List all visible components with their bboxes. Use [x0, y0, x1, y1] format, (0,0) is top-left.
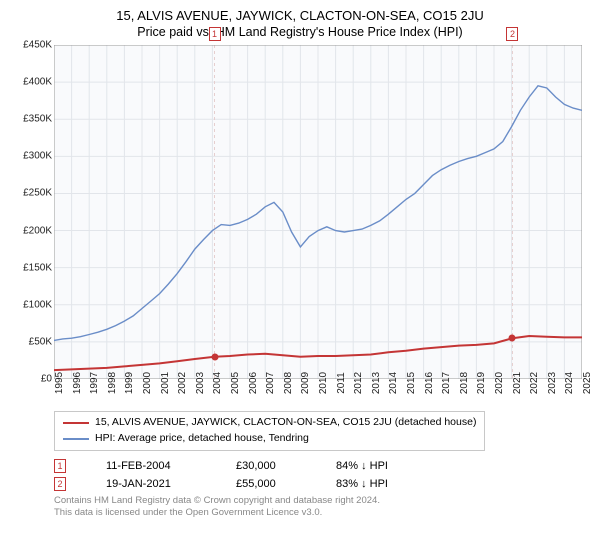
page-title: 15, ALVIS AVENUE, JAYWICK, CLACTON-ON-SE… — [18, 8, 582, 23]
event-diff: 84% ↓ HPI — [336, 460, 388, 472]
footer-credits: Contains HM Land Registry data © Crown c… — [54, 495, 582, 520]
event-date: 11-FEB-2004 — [106, 460, 196, 472]
event-price: £55,000 — [236, 478, 296, 490]
legend: 15, ALVIS AVENUE, JAYWICK, CLACTON-ON-SE… — [54, 411, 485, 451]
event-marker: 2 — [506, 27, 518, 41]
plot: 12 — [54, 45, 582, 379]
x-tick-label: 2025 — [582, 372, 600, 394]
y-axis: £0 £50K £100K £150K £200K £250K £300K £350K £400… — [18, 45, 54, 405]
event-price: £30,000 — [236, 460, 296, 472]
legend-label: 15, ALVIS AVENUE, JAYWICK, CLACTON-ON-SE… — [95, 415, 476, 431]
event-marker: 1 — [209, 27, 221, 41]
y-tick-label: £350K — [23, 114, 52, 125]
event-table: 1 11-FEB-2004 £30,000 84% ↓ HPI 2 19-JAN-2021… — [54, 459, 582, 491]
legend-swatch — [63, 438, 89, 440]
chart-area: £0£50K£100K£150K£200K£250K£300K£350K£400… — [54, 45, 582, 405]
event-row-marker: 2 — [54, 477, 66, 491]
event-diff: 83% ↓ HPI — [336, 478, 388, 490]
y-tick-label: £100K — [23, 299, 52, 310]
y-tick-label: £50K — [29, 336, 52, 347]
event-date: 19-JAN-2021 — [106, 478, 196, 490]
footer-line: Contains HM Land Registry data © Crown c… — [54, 495, 582, 507]
y-tick-label: £150K — [23, 262, 52, 273]
event-dot — [509, 335, 516, 342]
legend-item: 15, ALVIS AVENUE, JAYWICK, CLACTON-ON-SE… — [63, 415, 476, 431]
y-tick-label: £250K — [23, 188, 52, 199]
footer-line: This data is licensed under the Open Gov… — [54, 507, 582, 519]
legend-item: HPI: Average price, detached house, Tend… — [63, 431, 476, 447]
event-row: 1 11-FEB-2004 £30,000 84% ↓ HPI — [54, 459, 582, 473]
event-dot — [211, 353, 218, 360]
page-subtitle: Price paid vs. HM Land Registry's House … — [18, 25, 582, 39]
y-tick-label: £0 — [41, 374, 52, 385]
event-row-marker: 1 — [54, 459, 66, 473]
event-row: 2 19-JAN-2021 £55,000 83% ↓ HPI — [54, 477, 582, 491]
y-tick-label: £450K — [23, 40, 52, 51]
y-tick-label: £400K — [23, 77, 52, 88]
legend-swatch — [63, 422, 89, 424]
legend-label: HPI: Average price, detached house, Tend… — [95, 431, 309, 447]
x-axis: 1995199619971998199920002001200220032004… — [54, 379, 582, 405]
y-tick-label: £200K — [23, 225, 52, 236]
y-tick-label: £300K — [23, 151, 52, 162]
